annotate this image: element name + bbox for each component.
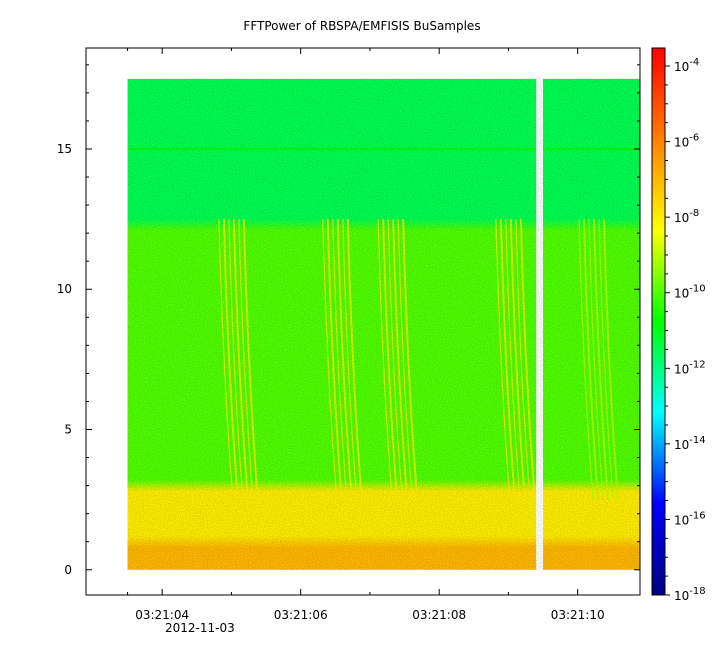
colorbar-tick-label: 10-12 <box>674 359 706 376</box>
whistler-burst <box>402 219 419 500</box>
whistler-burst <box>397 219 413 500</box>
whistler-burst <box>346 219 363 500</box>
x-tick-label: 03:21:10 <box>551 608 605 622</box>
whistler-burst <box>499 219 516 500</box>
y-tick-label: 10 <box>57 282 72 296</box>
whistler-burst <box>242 219 259 500</box>
whistler-burst <box>588 219 604 500</box>
whistler-burst <box>598 219 614 500</box>
whistler-burst <box>232 219 249 500</box>
whistler-burst <box>578 219 594 500</box>
spectrogram-image <box>127 77 640 571</box>
y-tick-label: 0 <box>64 563 72 577</box>
whistler-burst <box>583 219 600 500</box>
colorbar-tick-label: 10-18 <box>674 586 706 603</box>
colorbar-tick-label: 10-8 <box>674 208 699 225</box>
colorbar-tick-label: 10-14 <box>674 435 706 452</box>
whistler-burst <box>342 219 358 500</box>
whistler-burst <box>222 219 239 500</box>
x-axis-date-label: 2012-11-03 <box>165 621 235 635</box>
whistler-burst <box>228 219 244 500</box>
chart-title: FFTPower of RBSPA/EMFISIS BuSamples <box>243 19 480 33</box>
y-tick-label: 15 <box>57 142 72 156</box>
plot-frame <box>85 47 641 596</box>
x-tick-label: 03:21:04 <box>135 608 189 622</box>
spectrogram-background <box>127 78 640 570</box>
whistler-burst <box>218 219 234 500</box>
data-gap <box>536 77 544 571</box>
colorbar-tick-label: 10-4 <box>674 57 699 74</box>
whistler-burst <box>326 219 343 500</box>
whistler-burst <box>336 219 353 500</box>
colorbar-tick-label: 10-6 <box>674 133 699 150</box>
x-tick-label: 03:21:06 <box>274 608 328 622</box>
whistler-burst <box>515 219 531 500</box>
whistler-burst <box>505 219 521 500</box>
whistler-burst <box>509 219 526 500</box>
colorbar-tick-label: 10-16 <box>674 510 706 527</box>
whistler-burst <box>392 219 409 500</box>
whistler-burst <box>593 219 610 500</box>
y-axis: 0 5 10 15 <box>57 64 640 577</box>
x-axis: 03:21:04 03:21:06 03:21:08 03:21:10 <box>127 48 605 622</box>
whistler-burst <box>322 219 338 500</box>
colorbar-axis: 10-4 10-6 10-8 10-10 10-12 10-14 10-16 10-18 <box>665 57 706 603</box>
whistler-burst <box>238 219 254 500</box>
whistler-burst <box>519 219 536 500</box>
whistler-burst <box>377 219 393 500</box>
y-tick-label: 5 <box>64 422 72 436</box>
whistler-burst <box>382 219 399 500</box>
whistler-burst <box>495 219 511 500</box>
colorbar <box>651 47 666 596</box>
whistler-burst <box>603 219 620 500</box>
whistler-burst <box>387 219 403 500</box>
whistler-burst <box>332 219 348 500</box>
x-tick-label: 03:21:08 <box>412 608 466 622</box>
colorbar-tick-label: 10-10 <box>674 284 706 301</box>
